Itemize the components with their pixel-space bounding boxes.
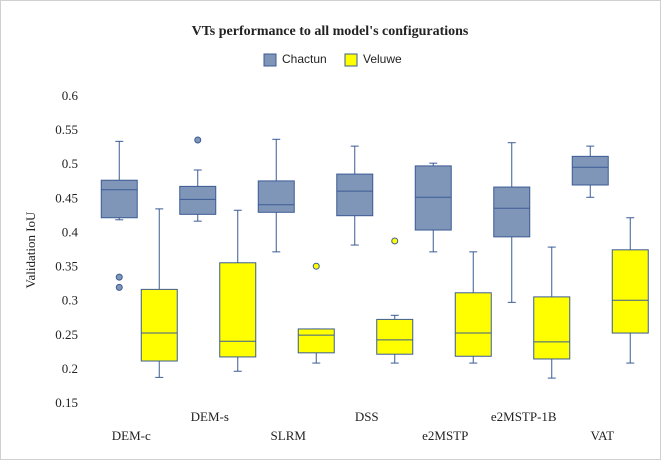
x-tick-label: e2MSTP-1B (491, 409, 557, 424)
y-tick-label: 0.6 (62, 88, 79, 103)
y-tick-label: 0.3 (62, 293, 78, 308)
box (611, 249, 649, 334)
x-tick-label: SLRM (271, 428, 307, 443)
x-tick-label: e2MSTP (422, 428, 468, 443)
legend-swatch (344, 53, 358, 67)
box (376, 318, 414, 355)
box (454, 292, 492, 357)
legend-label: Chactun (282, 52, 327, 66)
legend-swatch (263, 53, 277, 67)
box (100, 179, 138, 219)
outlier (312, 262, 320, 270)
box (533, 296, 571, 360)
y-tick-label: 0.55 (55, 122, 78, 137)
x-tick-label: DEM-c (112, 428, 151, 443)
outlier (115, 273, 123, 281)
box (414, 165, 452, 231)
y-axis-label: Validation IoU (23, 211, 38, 289)
y-tick-label: 0.5 (62, 156, 78, 171)
x-tick-label: DSS (355, 409, 379, 424)
chart-title: VTs performance to all model's configura… (192, 24, 469, 39)
y-tick-label: 0.45 (55, 190, 78, 205)
y-tick-label: 0.4 (62, 224, 79, 239)
x-tick-label: VAT (590, 428, 614, 443)
box (257, 180, 295, 213)
x-tick-label: DEM-s (191, 409, 229, 424)
box (571, 155, 609, 186)
outlier (391, 237, 399, 245)
box (297, 328, 335, 354)
box (493, 186, 531, 238)
y-tick-label: 0.25 (55, 327, 78, 342)
box (179, 185, 217, 215)
y-tick-label: 0.15 (55, 395, 78, 410)
box (140, 288, 178, 362)
outlier (194, 136, 202, 144)
y-tick-label: 0.2 (62, 361, 78, 376)
legend-label: Veluwe (363, 52, 402, 66)
y-tick-label: 0.35 (55, 259, 78, 274)
box (219, 262, 257, 358)
outlier (115, 283, 123, 291)
box (336, 173, 374, 217)
